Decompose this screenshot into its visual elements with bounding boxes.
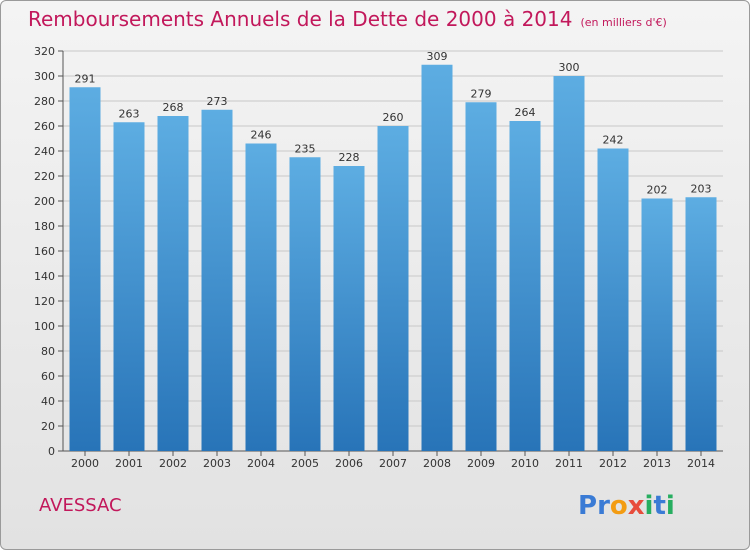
x-tick-label: 2009 <box>467 457 495 470</box>
bar-value-label: 268 <box>163 101 184 114</box>
x-tick-label: 2005 <box>291 457 319 470</box>
x-tick-label: 2013 <box>643 457 671 470</box>
proxiti-logo: Proxiti <box>578 491 675 521</box>
y-tick-label: 60 <box>41 370 55 383</box>
x-tick-label: 2007 <box>379 457 407 470</box>
bar-value-label: 242 <box>603 134 624 147</box>
bar-value-label: 203 <box>691 182 712 195</box>
unit-note: (en milliers d'€) <box>580 16 667 29</box>
bar-value-label: 228 <box>339 151 360 164</box>
x-tick-label: 2001 <box>115 457 143 470</box>
bar-2002 <box>157 116 189 451</box>
logo-letter: r <box>597 491 610 521</box>
y-tick-label: 200 <box>34 195 55 208</box>
bar-2003 <box>201 109 233 451</box>
logo-letter: i <box>644 491 654 521</box>
bar-2011 <box>553 76 585 451</box>
bar-2007 <box>377 126 409 451</box>
logo-letter: o <box>609 491 628 521</box>
logo-letter: P <box>578 491 598 521</box>
y-tick-label: 220 <box>34 170 55 183</box>
bar-value-label: 309 <box>427 50 448 63</box>
y-tick-label: 320 <box>34 45 55 58</box>
bar-2014 <box>685 197 717 451</box>
bar-2006 <box>333 166 365 451</box>
y-tick-label: 0 <box>48 445 55 458</box>
bar-value-label: 264 <box>515 106 536 119</box>
bar-2005 <box>289 157 321 451</box>
y-tick-label: 180 <box>34 220 55 233</box>
logo-letter: x <box>627 491 645 521</box>
x-tick-label: 2014 <box>687 457 715 470</box>
bar-value-label: 279 <box>471 87 492 100</box>
y-tick-label: 260 <box>34 120 55 133</box>
bar-value-label: 235 <box>295 142 316 155</box>
x-tick-label: 2012 <box>599 457 627 470</box>
x-tick-label: 2004 <box>247 457 275 470</box>
y-tick-label: 120 <box>34 295 55 308</box>
bar-value-label: 263 <box>119 107 140 120</box>
logo-letter: i <box>665 491 675 521</box>
bar-2001 <box>113 122 145 451</box>
bar-value-label: 291 <box>75 72 96 85</box>
x-tick-label: 2010 <box>511 457 539 470</box>
chart-title-text: Remboursements Annuels de la Dette de 20… <box>28 7 573 31</box>
chart-title: Remboursements Annuels de la Dette de 20… <box>28 7 667 31</box>
bar-value-label: 273 <box>207 95 228 108</box>
bar-2010 <box>509 121 541 451</box>
y-tick-label: 240 <box>34 145 55 158</box>
x-tick-label: 2011 <box>555 457 583 470</box>
commune-name: AVESSAC <box>39 495 122 516</box>
y-tick-label: 20 <box>41 420 55 433</box>
x-tick-label: 2008 <box>423 457 451 470</box>
bar-value-label: 202 <box>647 184 668 197</box>
bar-value-label: 260 <box>383 111 404 124</box>
y-tick-label: 40 <box>41 395 55 408</box>
bar-2000 <box>69 87 101 451</box>
x-tick-label: 2000 <box>71 457 99 470</box>
x-tick-label: 2006 <box>335 457 363 470</box>
bar-2009 <box>465 102 497 451</box>
x-tick-label: 2002 <box>159 457 187 470</box>
logo-letter: t <box>653 491 666 521</box>
x-tick-label: 2003 <box>203 457 231 470</box>
y-tick-label: 80 <box>41 345 55 358</box>
bar-value-label: 300 <box>559 61 580 74</box>
bar-value-label: 246 <box>251 129 272 142</box>
label-layer: 291 2000 263 2001 268 2002 273 2003 246 2004 235 20… <box>71 50 715 470</box>
y-tick-label: 300 <box>34 70 55 83</box>
bar-layer <box>69 64 717 451</box>
bar-2004 <box>245 143 277 451</box>
bar-2008 <box>421 64 453 451</box>
bar-2013 <box>641 198 673 451</box>
y-tick-label: 280 <box>34 95 55 108</box>
y-tick-label: 160 <box>34 245 55 258</box>
bar-2012 <box>597 148 629 451</box>
y-tick-label: 140 <box>34 270 55 283</box>
axis-layer: 0 20 40 60 80 100 120 140 160 180 200 220 240 260 280 3… <box>34 45 723 458</box>
y-tick-label: 100 <box>34 320 55 333</box>
